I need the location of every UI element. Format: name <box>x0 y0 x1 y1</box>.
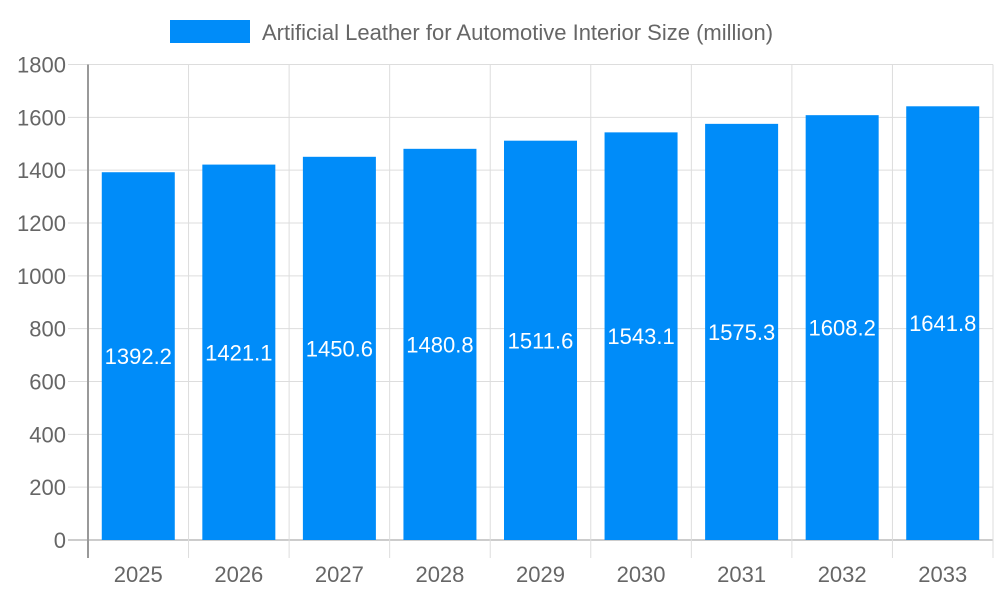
legend-label: Artificial Leather for Automotive Interi… <box>262 20 773 45</box>
bar <box>604 132 678 540</box>
x-tick-label: 2029 <box>516 562 565 587</box>
y-tick-label: 600 <box>29 370 66 395</box>
data-label: 1511.6 <box>508 328 574 353</box>
y-tick-label: 1400 <box>17 158 66 183</box>
y-tick-label: 1200 <box>17 211 66 236</box>
data-label: 1641.8 <box>909 311 976 336</box>
bar <box>101 172 175 540</box>
x-tick-label: 2028 <box>415 562 464 587</box>
legend[interactable]: Artificial Leather for Automotive Interi… <box>170 20 773 45</box>
x-tick-label: 2033 <box>918 562 967 587</box>
y-tick-label: 1000 <box>17 264 66 289</box>
x-tick-label: 2032 <box>818 562 867 587</box>
y-tick-label: 200 <box>29 475 66 500</box>
data-label: 1480.8 <box>406 332 473 357</box>
x-tick-label: 2026 <box>214 562 263 587</box>
y-tick-label: 1800 <box>17 53 66 78</box>
bar <box>504 140 577 540</box>
bar <box>805 115 879 540</box>
y-tick-label: 0 <box>54 528 66 553</box>
data-label: 1421.1 <box>205 340 272 365</box>
bar <box>202 164 276 540</box>
data-label: 1575.3 <box>708 320 775 345</box>
x-tick-label: 2025 <box>114 562 163 587</box>
bar <box>906 106 980 540</box>
legend-swatch <box>170 20 250 43</box>
x-tick-label: 2031 <box>717 562 766 587</box>
y-tick-label: 1600 <box>17 105 66 130</box>
data-label: 1450.6 <box>306 336 373 361</box>
data-label: 1392.2 <box>105 344 172 369</box>
x-tick-label: 2027 <box>315 562 364 587</box>
bar <box>403 148 477 540</box>
data-label: 1543.1 <box>607 324 674 349</box>
x-tick-label: 2030 <box>617 562 666 587</box>
data-label: 1608.2 <box>809 316 876 341</box>
bar <box>302 156 376 540</box>
y-tick-label: 400 <box>29 422 66 447</box>
bar <box>705 123 779 541</box>
y-tick-label: 800 <box>29 317 66 342</box>
